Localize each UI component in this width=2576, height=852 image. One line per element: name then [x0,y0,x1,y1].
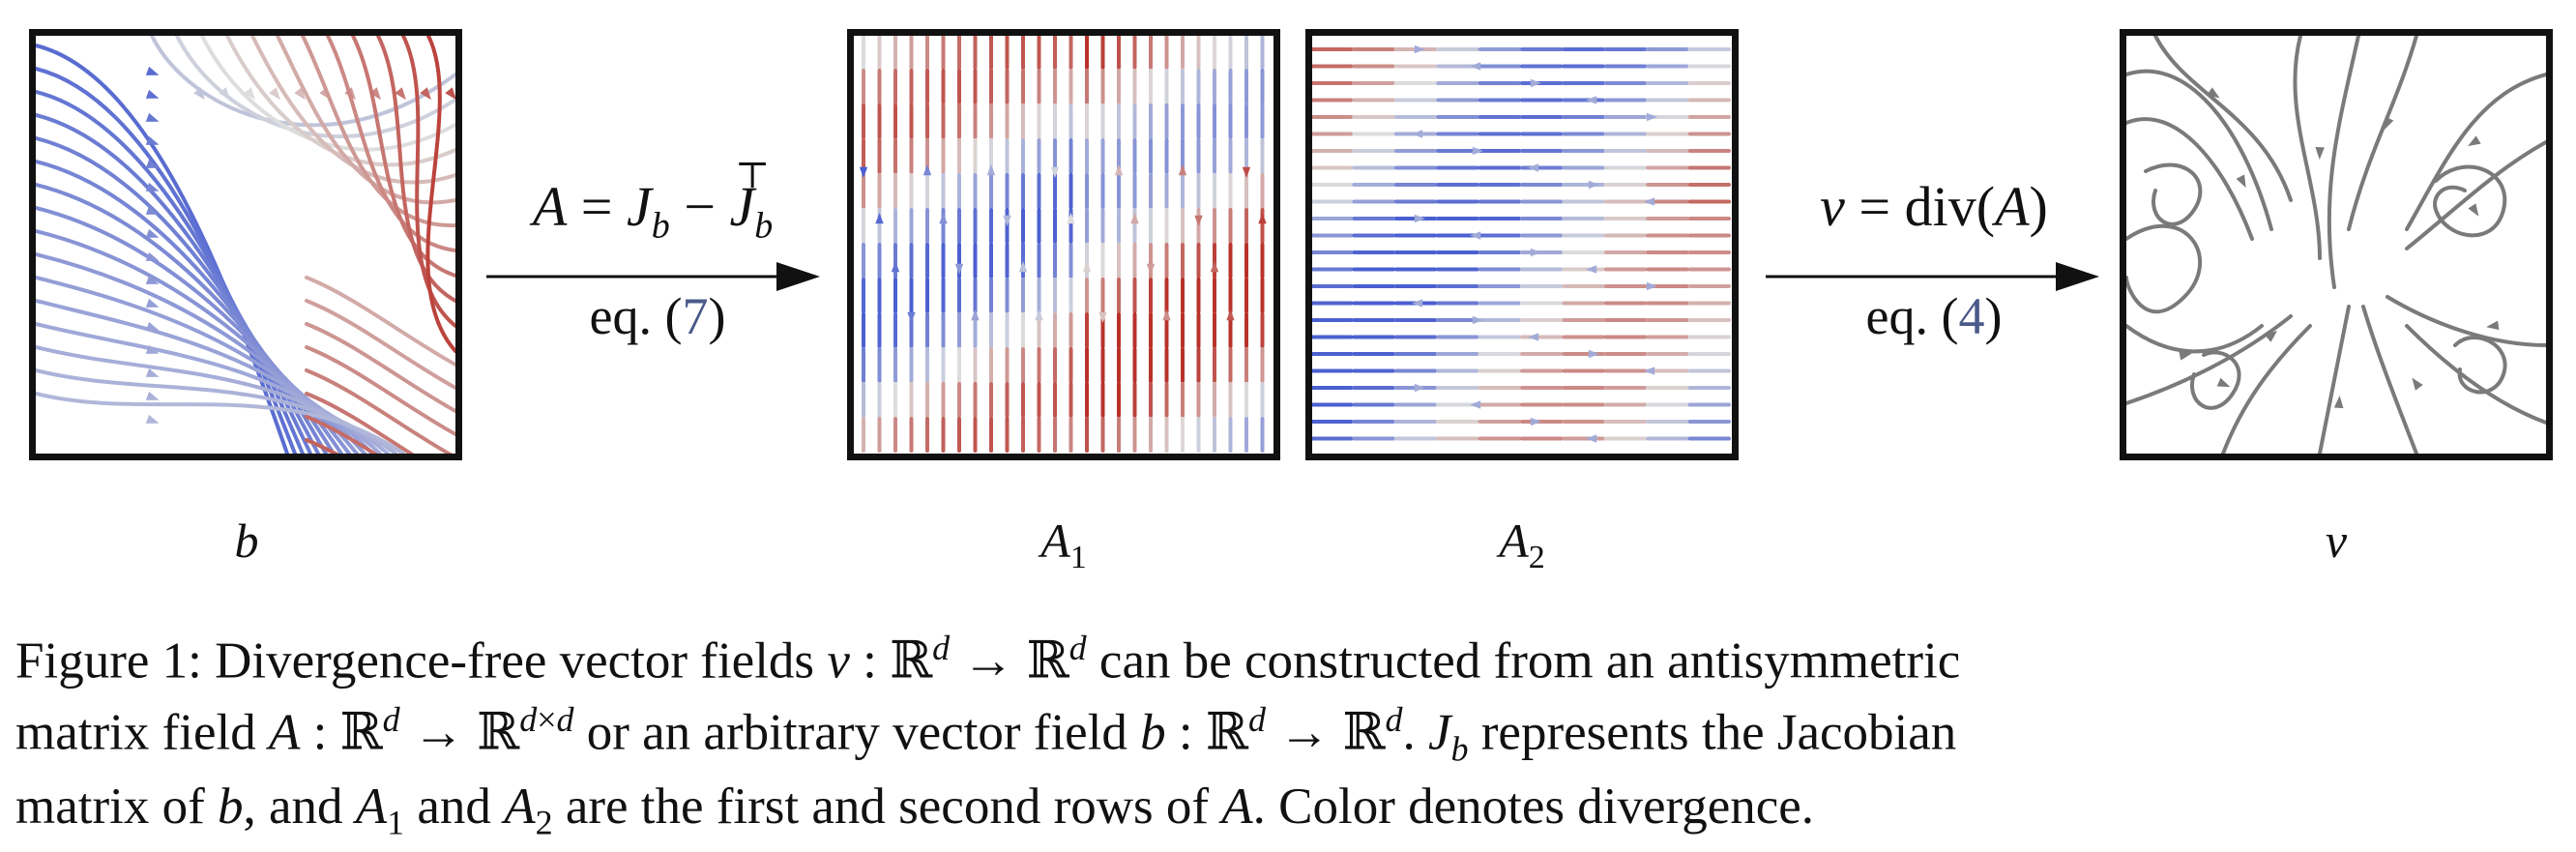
label-a2: A2 [1499,514,1545,575]
formula-a-equals-jacobian: A = Jb − Jb ⊤ [532,156,774,247]
arrow-right-2 [1766,262,2099,291]
formula-v-equals-div: v = div(A) [1820,175,2048,238]
figure-caption: Figure 1: Divergence-free vector fields … [15,619,2564,852]
caption-line-2: matrix field A : ℝd → ℝd×d or an arbitra… [15,699,1957,768]
caption-line-3: matrix of b, and A1 and A2 are the first… [15,778,1815,842]
arrow-right-1 [486,262,820,291]
panel-b-streamplot [29,29,462,460]
streamplot-a2 [1312,44,1731,443]
streamplot-v [2126,36,2546,454]
panel-a2-streamplot [1305,29,1739,460]
eq-ref-4: eq. (4) [1865,287,2003,345]
label-b: b [234,514,259,568]
label-v: v [2325,514,2348,568]
label-a1: A1 [1040,514,1087,575]
panel-a1-streamplot [847,29,1280,460]
streamplot-b [36,36,455,454]
eq-ref-7: eq. (7) [589,287,726,345]
streamplot-a1 [859,36,1267,453]
panel-v-streamplot [2120,29,2553,460]
caption-line-1: Figure 1: Divergence-free vector fields … [15,629,1961,690]
